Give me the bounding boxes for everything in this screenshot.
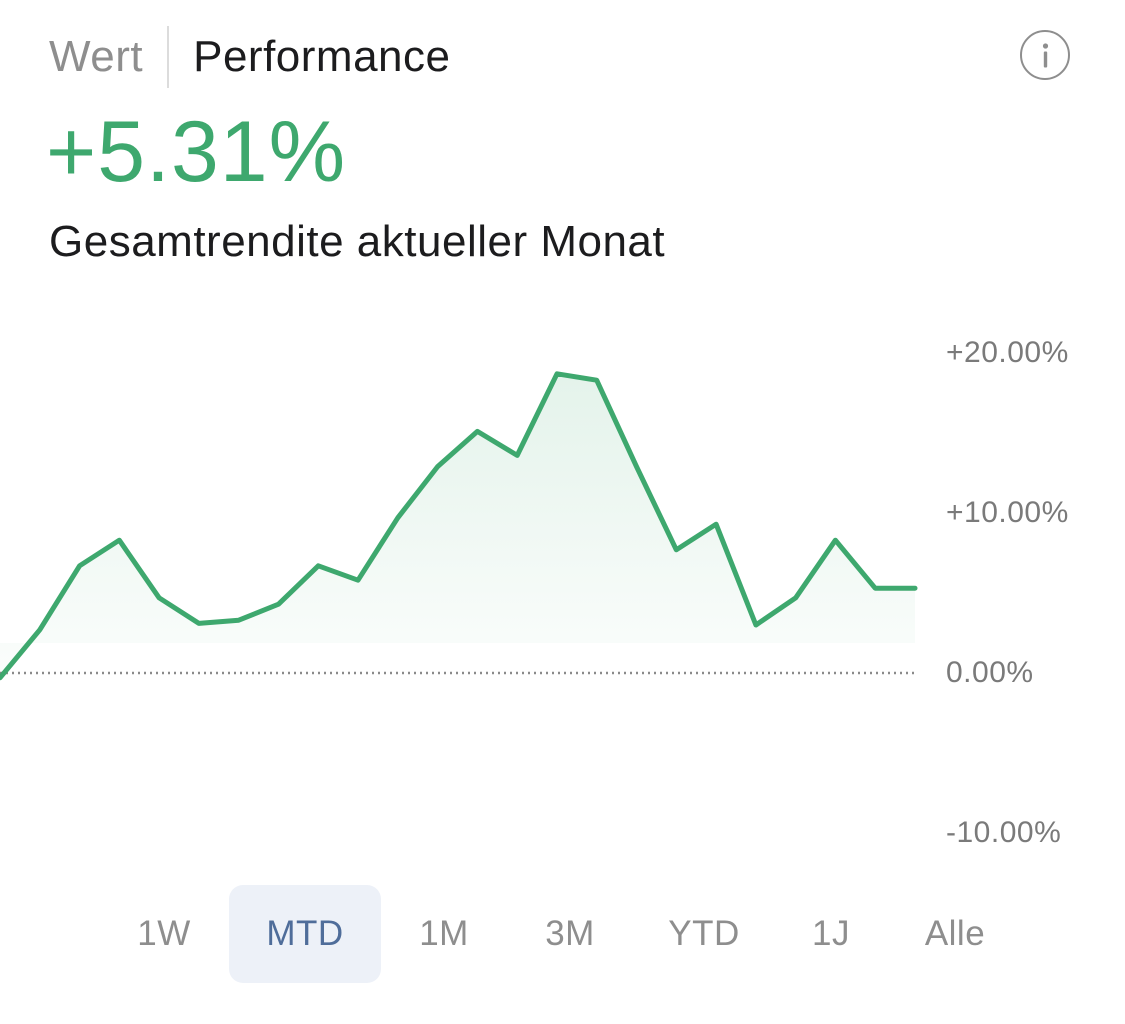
y-tick-label: 0.00% [946,656,1034,689]
tab-wert[interactable]: Wert [49,32,144,81]
info-circle-icon [1042,42,1048,67]
range-button-1w[interactable]: 1W [137,914,191,953]
chart-area-fill [0,373,915,678]
range-button-1j[interactable]: 1J [812,914,850,953]
info-button[interactable] [1020,30,1070,80]
chart-line [0,371,918,681]
y-tick-label: +10.00% [946,496,1069,529]
tab-divider [167,26,170,88]
y-tick-label: -10.00% [946,816,1062,849]
range-button-1m[interactable]: 1M [419,914,469,953]
range-button-mtd[interactable]: MTD [229,885,381,983]
range-button-alle[interactable]: Alle [924,914,986,953]
time-range-selector: 1W MTD 1M 3M YTD 1J Alle [100,885,1020,983]
view-tabs: Wert Performance [49,24,450,90]
range-button-ytd[interactable]: YTD [668,914,740,953]
y-tick-label: +20.00% [946,336,1069,369]
total-return-value: +5.31% [46,104,347,200]
tab-performance[interactable]: Performance [193,32,451,81]
range-button-3m[interactable]: 3M [545,914,595,953]
total-return-label: Gesamtrendite aktueller Monat [49,217,666,266]
